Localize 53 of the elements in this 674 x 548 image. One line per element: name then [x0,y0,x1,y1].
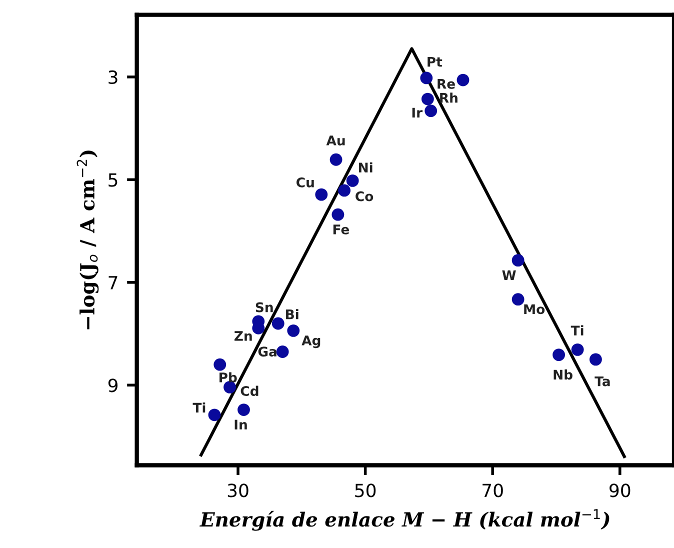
point [214,358,226,371]
point [287,324,300,337]
point [338,184,351,197]
point [424,104,438,118]
annotation: Ni [359,162,372,172]
annotation: Bi [286,309,298,320]
annotation: Au [326,136,345,146]
annotation: Cd [240,386,258,396]
x-tick-label: 50 [355,484,376,498]
annotation: Pt [428,56,442,67]
annotation: Re [438,79,455,89]
x-axis-title: Energía de enlace M − H (kcal mol$^{−1}$) [200,509,610,531]
annotation: Ir [412,108,423,118]
annotation: Ti [570,325,584,336]
point [512,254,524,267]
y-tick-label: 5 [108,173,118,187]
point [208,408,221,422]
point [238,404,250,416]
point [590,353,602,366]
y-tick-label: 7 [108,276,118,290]
point [420,72,433,84]
x-tick-label: 70 [482,484,503,498]
point [276,346,289,358]
annotation: Pb [220,372,237,382]
y-tick-label: 3 [108,70,118,84]
y-axis-title: −log(J$_{o}$ / A cm$^{−2}$) [76,150,99,330]
annotation: Ag [302,336,320,348]
x-tick-label: 30 [228,484,248,498]
point [346,174,359,187]
annotation: Co [356,191,374,202]
point [456,74,470,86]
point [272,317,284,330]
x-tick-label: 90 [610,484,630,498]
annotation: Mo [524,304,545,314]
point [571,343,584,356]
annotation: Ti [192,402,206,413]
annotation: Zn [234,331,252,341]
annotation: W [502,270,516,280]
annotation: Ga [258,346,276,357]
point [330,153,342,166]
annotation: Fe [333,224,350,234]
annotation: Sn [256,302,273,312]
annotation: Nb [554,369,572,380]
annotation: Cu [296,177,314,188]
point [421,92,434,106]
point [552,348,566,362]
annotation: Rh [440,92,458,103]
annotation: Ta [594,376,610,386]
y-tick-label: 9 [108,378,118,392]
annotation: In [234,420,247,430]
point [315,188,328,201]
point [332,208,344,221]
point [512,293,524,306]
